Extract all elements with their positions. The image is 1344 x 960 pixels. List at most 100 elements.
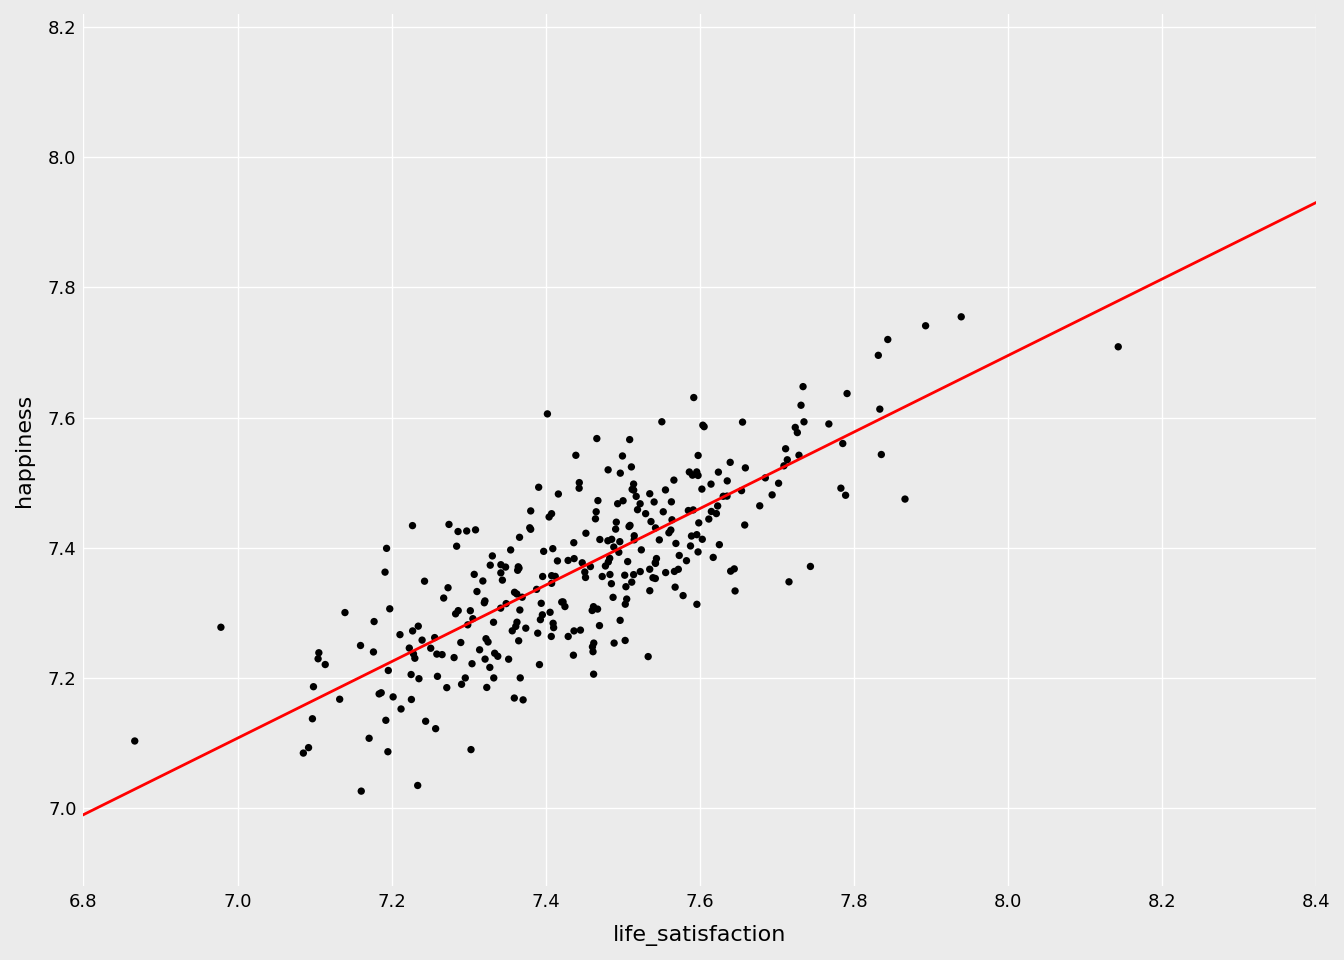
Point [446,539,468,554]
Point [583,666,605,682]
Point [587,601,609,616]
Point [800,559,821,574]
Point [601,532,622,547]
Point [685,527,707,542]
Point [563,535,585,550]
Point [659,525,680,540]
Point [614,567,636,583]
Point [634,506,656,521]
Point [423,630,445,645]
Point [402,623,423,638]
Point [655,482,676,497]
Point [583,636,605,651]
Point [512,692,534,708]
Point [691,481,712,496]
Point [505,619,527,635]
Point [301,711,323,727]
Point [652,504,673,519]
Point [620,432,641,447]
Point [950,309,972,324]
Point [564,447,586,463]
Point [724,584,746,599]
Point [700,476,722,492]
Point [491,600,512,615]
Point [448,524,469,540]
Point [532,607,554,622]
Point [681,528,703,543]
Point [293,745,314,760]
Point [474,652,496,667]
Point [444,650,465,665]
Point [621,482,642,497]
Point [466,584,488,599]
Point [563,623,585,638]
Point [528,657,550,672]
Point [624,483,645,498]
Point [836,386,857,401]
Point [871,446,892,462]
Point [379,601,401,616]
Point [630,542,652,558]
Point [606,515,628,530]
Point [668,562,689,577]
Point [461,656,482,671]
Point [407,778,429,793]
Point [599,551,621,566]
Point [589,532,610,547]
Point [707,498,728,514]
Point [551,594,573,610]
Point [462,611,484,626]
Point [382,689,403,705]
Point [378,744,399,759]
Point [402,518,423,534]
Point [477,635,499,650]
Point [681,468,703,483]
Point [703,550,724,565]
Point [371,685,392,701]
Point [532,569,554,585]
Point [642,570,664,586]
Point [495,560,516,575]
Point [610,466,632,481]
Point [685,465,707,480]
Point [586,431,607,446]
Point [785,420,806,435]
Point [775,441,797,456]
Point [607,496,629,512]
Point [665,536,687,551]
Point [591,569,613,585]
Point [374,564,395,580]
Point [706,506,727,521]
Point [582,644,603,660]
Point [597,533,618,548]
Point [426,669,448,684]
Point [597,462,618,477]
Point [491,565,512,581]
Point [734,517,755,533]
Point [655,564,676,580]
Point [663,472,684,488]
Point [457,617,478,633]
Point [501,623,523,638]
Point [620,517,641,533]
Point [542,541,563,557]
Point [622,476,644,492]
X-axis label: life_satisfaction: life_satisfaction [613,925,786,947]
Point [302,679,324,694]
Point [359,731,380,746]
Point [438,516,460,532]
Point [351,783,372,799]
Point [687,447,708,463]
Point [445,606,466,621]
Point [894,492,915,507]
Point [574,564,595,580]
Point [735,460,757,475]
Point [720,564,742,579]
Point [308,645,329,660]
Point [683,502,704,517]
Point [868,348,890,363]
Point [664,580,685,595]
Point [540,576,562,591]
Point [645,520,667,536]
Point [544,568,566,584]
